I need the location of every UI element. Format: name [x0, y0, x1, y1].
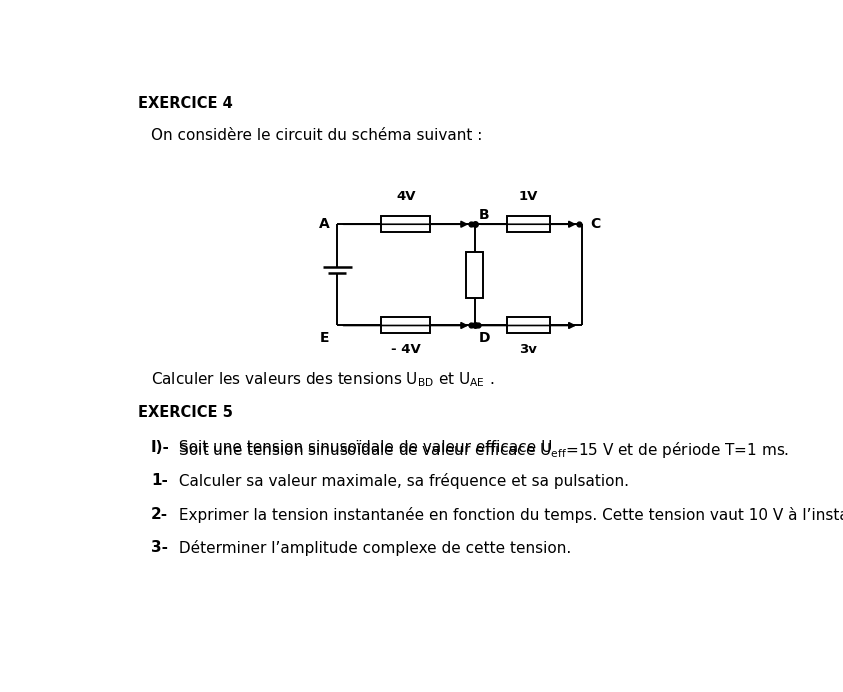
Text: 3-: 3- [151, 540, 168, 555]
Bar [381, 318, 431, 334]
Text: Déterminer l’amplitude complexe de cette tension.: Déterminer l’amplitude complexe de cette… [174, 540, 572, 556]
Text: I)-: I)- [151, 440, 170, 455]
Bar [381, 216, 431, 233]
Text: E: E [320, 331, 330, 345]
Text: On considère le circuit du schéma suivant :: On considère le circuit du schéma suivan… [151, 128, 482, 143]
Text: EXERCICE 5: EXERCICE 5 [138, 406, 233, 421]
Text: 3v: 3v [519, 343, 537, 356]
Text: 1-: 1- [151, 473, 168, 488]
Text: D: D [479, 331, 490, 345]
Text: Calculer sa valeur maximale, sa fréquence et sa pulsation.: Calculer sa valeur maximale, sa fréquenc… [174, 473, 629, 489]
Text: 4V: 4V [396, 190, 416, 203]
Bar [507, 318, 550, 334]
Bar [466, 252, 483, 298]
Text: 1V: 1V [518, 190, 538, 203]
Text: - 4V: - 4V [391, 343, 421, 356]
Text: A: A [319, 217, 330, 231]
Text: B: B [479, 208, 489, 221]
Text: EXERCICE 4: EXERCICE 4 [138, 96, 233, 111]
Text: Calculer les valeurs des tensions $\mathregular{U_{BD}}$ et $\mathregular{U_{AE}: Calculer les valeurs des tensions $\math… [151, 371, 494, 390]
Text: C: C [590, 217, 600, 231]
Text: 2-: 2- [151, 507, 169, 522]
Text: Soit une tension sinusoïdale de valeur efficace U: Soit une tension sinusoïdale de valeur e… [174, 440, 552, 455]
Bar [507, 216, 550, 233]
Text: Soit une tension sinusoïdale de valeur efficace U$\mathregular{_{eff}}$=15 V et : Soit une tension sinusoïdale de valeur e… [174, 440, 789, 460]
Text: Exprimer la tension instantanée en fonction du temps. Cette tension vaut 10 V à : Exprimer la tension instantanée en fonct… [174, 507, 843, 522]
